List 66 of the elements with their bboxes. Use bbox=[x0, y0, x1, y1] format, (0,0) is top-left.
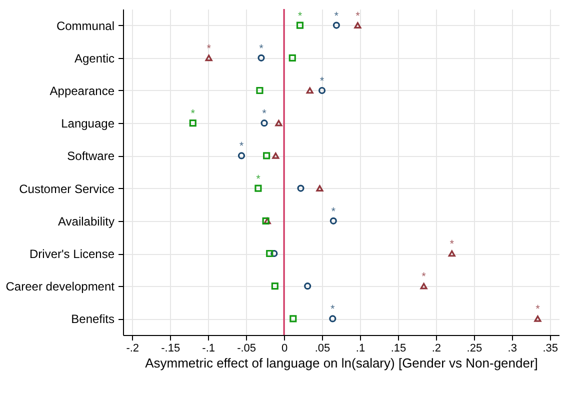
x-tick-label: .1 bbox=[356, 342, 366, 354]
annotation: * bbox=[206, 42, 212, 55]
y-tick-label: Communal bbox=[56, 18, 114, 33]
point bbox=[316, 185, 324, 192]
annotation: * bbox=[536, 304, 541, 316]
point bbox=[330, 217, 337, 224]
annotation: * bbox=[298, 10, 303, 22]
annotation: * bbox=[190, 108, 196, 120]
point bbox=[205, 54, 212, 62]
annotation: * bbox=[262, 108, 268, 120]
point bbox=[448, 250, 456, 257]
annotation: * bbox=[259, 42, 264, 55]
point bbox=[534, 316, 542, 322]
y-tick-label: Driver's License bbox=[30, 247, 115, 261]
x-tick-label: .05 bbox=[314, 342, 330, 354]
y-tick-label: Appearance bbox=[50, 84, 115, 98]
point bbox=[189, 120, 196, 127]
point bbox=[238, 152, 246, 160]
point bbox=[275, 120, 282, 126]
x-tick-label: .25 bbox=[466, 342, 482, 354]
x-tick-label: .15 bbox=[390, 342, 406, 354]
annotation: * bbox=[334, 10, 340, 22]
x-tick-label: -.15 bbox=[161, 342, 180, 354]
x-tick-label: -.2 bbox=[126, 342, 140, 354]
point bbox=[288, 54, 296, 62]
y-tick-label: Career development bbox=[6, 280, 116, 294]
point bbox=[354, 22, 362, 28]
x-axis-title: Asymmetric effect of language on ln(salary) [Gender vs Non-gender] bbox=[145, 356, 538, 370]
y-tick-label: Software bbox=[67, 149, 115, 164]
point bbox=[420, 282, 428, 290]
point bbox=[272, 152, 280, 159]
point bbox=[332, 22, 340, 29]
annotation: * bbox=[450, 238, 455, 250]
x-tick-label: .2 bbox=[432, 342, 442, 354]
annotation: * bbox=[331, 206, 336, 218]
point bbox=[256, 86, 264, 94]
y-tick-label: Customer Service bbox=[19, 182, 115, 196]
annotation: * bbox=[422, 271, 427, 284]
point bbox=[306, 87, 314, 94]
point bbox=[263, 152, 270, 160]
point bbox=[258, 54, 265, 62]
point bbox=[254, 184, 262, 192]
y-tick-label: Benefits bbox=[71, 312, 114, 326]
point bbox=[270, 250, 278, 258]
point bbox=[329, 315, 336, 322]
annotation: * bbox=[330, 304, 336, 316]
annotation: * bbox=[239, 140, 244, 153]
y-tick-label: Language bbox=[61, 116, 115, 131]
point bbox=[260, 120, 268, 127]
x-tick-label: .3 bbox=[508, 342, 517, 354]
x-tick-label: .35 bbox=[542, 342, 558, 354]
annotation: * bbox=[356, 10, 361, 22]
point bbox=[271, 282, 278, 290]
annotation: * bbox=[320, 76, 325, 88]
annotation: * bbox=[256, 173, 262, 186]
x-tick-label: -.1 bbox=[202, 342, 215, 354]
point bbox=[290, 315, 297, 322]
point bbox=[304, 282, 312, 290]
y-tick-label: Agentic bbox=[74, 51, 114, 66]
point bbox=[266, 250, 274, 258]
x-tick-label: 0 bbox=[281, 342, 288, 354]
point bbox=[297, 184, 304, 192]
point bbox=[296, 22, 304, 29]
point bbox=[318, 86, 326, 94]
x-tick-label: -.05 bbox=[237, 342, 256, 354]
y-tick-label: Availability bbox=[58, 214, 114, 228]
